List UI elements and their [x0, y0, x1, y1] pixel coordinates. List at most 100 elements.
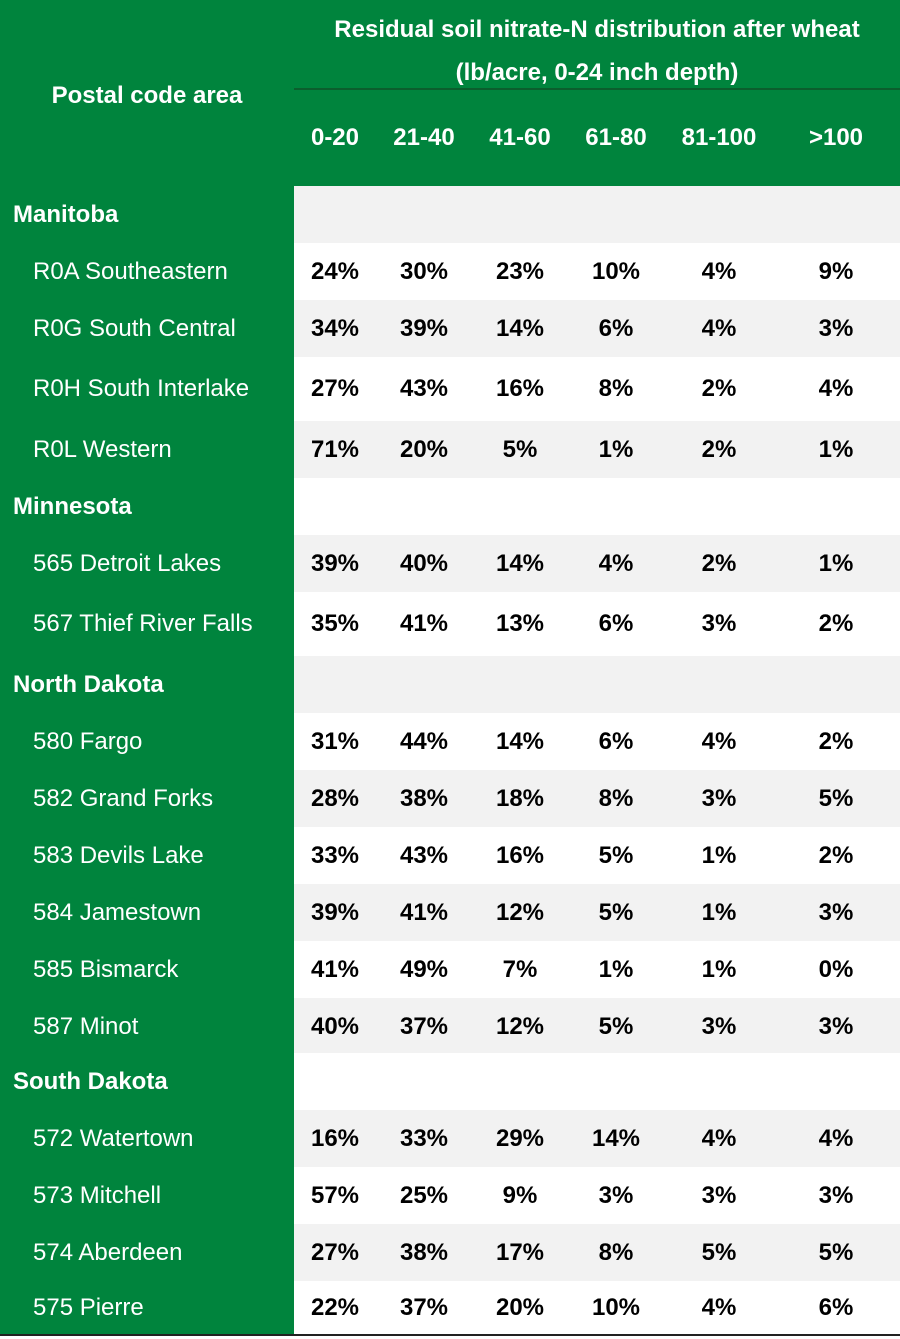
- table-row: 580 Fargo 31% 44% 14% 6% 4% 2%: [0, 713, 900, 770]
- value-cell: 20%: [399, 435, 449, 463]
- area-label: 573 Mitchell: [33, 1181, 162, 1209]
- value-cell: 2%: [701, 549, 737, 577]
- value-cell: 16%: [310, 1124, 360, 1152]
- area-label: R0G South Central: [33, 314, 236, 342]
- area-label: 572 Watertown: [33, 1124, 194, 1152]
- table-row: 585 Bismarck 41% 49% 7% 1% 1% 0%: [0, 941, 900, 998]
- table-row: 582 Grand Forks 28% 38% 18% 8% 3% 5%: [0, 770, 900, 827]
- value-cell: 41%: [310, 955, 360, 983]
- value-cell: 0%: [818, 955, 854, 983]
- value-cell: 13%: [495, 610, 545, 637]
- value-cell: 29%: [495, 1124, 545, 1152]
- value-cell: 38%: [399, 1238, 449, 1266]
- value-cell: 1%: [598, 955, 634, 983]
- bin-header: >100: [808, 124, 864, 151]
- table-title: Residual soil nitrate-N distribution aft…: [294, 8, 900, 94]
- value-cell: 3%: [701, 1181, 737, 1209]
- area-label: R0A Southeastern: [33, 257, 228, 285]
- value-cell: 3%: [818, 314, 854, 342]
- value-cell: 44%: [399, 727, 449, 755]
- value-cell: 5%: [818, 1238, 854, 1266]
- value-cell: 57%: [310, 1181, 360, 1209]
- group-row: Minnesota: [0, 478, 900, 535]
- table-row: 573 Mitchell 57% 25% 9% 3% 3% 3%: [0, 1167, 900, 1224]
- group-row: Manitoba: [0, 186, 900, 244]
- group-label: Minnesota: [13, 492, 132, 520]
- area-label: 567 Thief River Falls: [33, 610, 253, 637]
- row-band: [294, 656, 900, 713]
- value-cell: 14%: [495, 549, 545, 577]
- bin-header: 81-100: [681, 124, 757, 151]
- value-cell: 25%: [399, 1181, 449, 1209]
- value-cell: 9%: [502, 1181, 538, 1209]
- value-cell: 31%: [310, 727, 360, 755]
- value-cell: 33%: [399, 1124, 449, 1152]
- table-row: 567 Thief River Falls 35% 41% 13% 6% 3% 2%: [0, 592, 900, 656]
- value-cell: 10%: [591, 257, 641, 285]
- value-cell: 6%: [598, 727, 634, 755]
- row-band: [294, 1053, 900, 1110]
- table-row: R0H South Interlake 27% 43% 16% 8% 2% 4%: [0, 357, 900, 421]
- row-band: [294, 998, 900, 1055]
- value-cell: 16%: [495, 375, 545, 402]
- value-cell: 6%: [598, 610, 634, 637]
- area-label: 584 Jamestown: [33, 898, 202, 926]
- row-band: [294, 884, 900, 941]
- value-cell: 12%: [495, 898, 545, 926]
- value-cell: 49%: [399, 955, 449, 983]
- value-cell: 9%: [818, 257, 854, 285]
- value-cell: 6%: [818, 1294, 854, 1321]
- bottom-rule: [0, 1334, 900, 1336]
- row-band: [294, 770, 900, 827]
- value-cell: 23%: [495, 257, 545, 285]
- value-cell: 27%: [310, 1238, 360, 1266]
- value-cell: 2%: [701, 435, 737, 463]
- area-label: 585 Bismarck: [33, 955, 179, 983]
- value-cell: 5%: [598, 1012, 634, 1040]
- area-label: R0H South Interlake: [33, 375, 250, 402]
- value-cell: 5%: [818, 784, 854, 812]
- value-cell: 24%: [310, 257, 360, 285]
- row-band: [294, 1224, 900, 1281]
- value-cell: 43%: [399, 375, 449, 402]
- bin-header: 41-60: [489, 124, 551, 151]
- value-cell: 8%: [598, 784, 634, 812]
- value-cell: 40%: [310, 1012, 360, 1040]
- value-cell: 20%: [495, 1294, 545, 1321]
- area-label: 574 Aberdeen: [33, 1238, 183, 1266]
- row-label-column: [0, 0, 294, 1335]
- row-band: [294, 300, 900, 357]
- value-cell: 3%: [701, 1012, 737, 1040]
- value-cell: 2%: [701, 375, 737, 402]
- value-cell: 41%: [399, 610, 449, 637]
- value-cell: 4%: [701, 257, 737, 285]
- value-cell: 41%: [399, 898, 449, 926]
- table-row: R0A Southeastern 24% 30% 23% 10% 4% 9%: [0, 243, 900, 300]
- row-band: [294, 186, 900, 244]
- value-cell: 17%: [495, 1238, 545, 1266]
- value-cell: 4%: [818, 1124, 854, 1152]
- value-cell: 7%: [502, 955, 538, 983]
- value-cell: 4%: [598, 549, 634, 577]
- value-cell: 3%: [701, 610, 737, 637]
- table-row: 575 Pierre 22% 37% 20% 10% 4% 6%: [0, 1281, 900, 1335]
- area-label: 575 Pierre: [33, 1294, 144, 1321]
- value-cell: 12%: [495, 1012, 545, 1040]
- value-cell: 2%: [818, 727, 854, 755]
- area-label: 587 Minot: [33, 1012, 139, 1040]
- table-row: 574 Aberdeen 27% 38% 17% 8% 5% 5%: [0, 1224, 900, 1281]
- row-band: [294, 421, 900, 478]
- value-cell: 4%: [701, 1124, 737, 1152]
- header-divider: [294, 88, 900, 90]
- row-band: [294, 1281, 900, 1335]
- table-row: 584 Jamestown 39% 41% 12% 5% 1% 3%: [0, 884, 900, 941]
- value-cell: 4%: [701, 727, 737, 755]
- area-label: 582 Grand Forks: [33, 784, 214, 812]
- table-row: 572 Watertown 16% 33% 29% 14% 4% 4%: [0, 1110, 900, 1167]
- bin-header: 0-20: [310, 124, 360, 151]
- row-band: [294, 1167, 900, 1224]
- bin-header: 61-80: [585, 124, 647, 151]
- value-cell: 16%: [495, 841, 545, 869]
- value-cell: 1%: [701, 955, 737, 983]
